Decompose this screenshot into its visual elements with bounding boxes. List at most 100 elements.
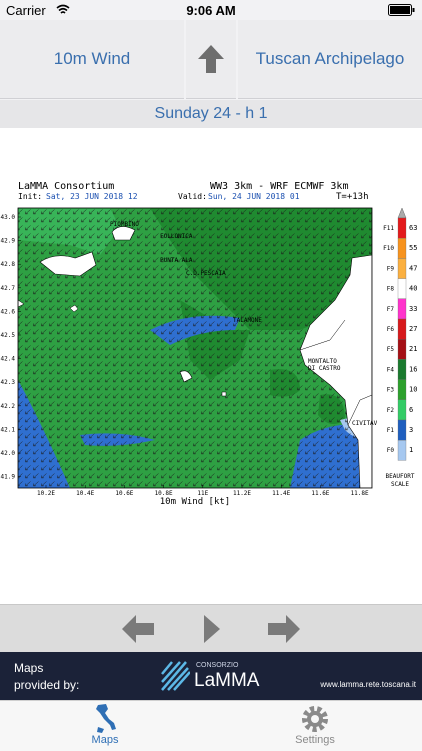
knot-label: 1 bbox=[409, 446, 413, 454]
knot-label: 27 bbox=[409, 325, 417, 333]
lat-label: 41.9 bbox=[1, 474, 16, 481]
settings-label: Settings bbox=[295, 734, 335, 746]
lat-label: 42.7 bbox=[1, 285, 16, 292]
up-arrow bbox=[198, 45, 224, 73]
place-label: C.D.PESCAIA bbox=[186, 270, 226, 277]
knot-label: 6 bbox=[409, 406, 413, 414]
lat-label: 42.3 bbox=[1, 379, 16, 386]
lon-label: 11.6E bbox=[311, 490, 329, 497]
scale-segment bbox=[397, 339, 407, 360]
place-label: PIOMBINO bbox=[110, 221, 139, 228]
scale-segment bbox=[397, 399, 407, 421]
lamma-logo bbox=[161, 661, 190, 691]
scale-segment bbox=[397, 379, 407, 400]
consortium: CONSORZIO bbox=[196, 662, 239, 669]
lon-label: 10.2E bbox=[37, 490, 55, 497]
beaufort-label: F0 bbox=[387, 447, 395, 454]
lon-label: 10.4E bbox=[76, 490, 94, 497]
place-label: PUNTA ALA bbox=[160, 257, 193, 264]
battery-icon bbox=[388, 4, 415, 16]
lon-label: 11.4E bbox=[272, 490, 290, 497]
knot-label: 33 bbox=[409, 305, 417, 313]
status-bar: Carrier 9:06 AM bbox=[0, 0, 422, 20]
variable-button[interactable]: 10m Wind bbox=[0, 20, 184, 99]
scale-segment bbox=[397, 318, 407, 340]
map-org: LaMMA Consortium bbox=[18, 181, 114, 192]
play-button[interactable] bbox=[200, 613, 224, 645]
settings-tab[interactable]: Settings bbox=[280, 703, 350, 746]
time-offset: T=+13h bbox=[336, 192, 369, 202]
lat-label: 42.2 bbox=[1, 403, 16, 410]
axis-title: 10m Wind [kt] bbox=[160, 497, 230, 507]
lat-label: 42.8 bbox=[1, 261, 16, 268]
scale-segment bbox=[397, 217, 407, 239]
scale-title: SCALE bbox=[391, 481, 409, 488]
place-label: MONTALTO bbox=[308, 358, 337, 365]
scale-segment bbox=[397, 440, 407, 461]
beaufort-label: F2 bbox=[387, 407, 395, 414]
wifi-icon bbox=[56, 4, 70, 14]
knot-label: 21 bbox=[409, 345, 417, 353]
plot-frame bbox=[17, 207, 373, 489]
place-label: FOLLONICA bbox=[160, 233, 193, 240]
init-label: Init: bbox=[18, 192, 42, 201]
footer-url[interactable]: www.lamma.rete.toscana.it bbox=[320, 680, 416, 689]
lamma-name: LaMMA bbox=[194, 670, 260, 691]
valid-label: Valid: bbox=[178, 192, 207, 201]
lon-label: 11.8E bbox=[351, 490, 369, 497]
scale-segment bbox=[397, 419, 407, 441]
prev-button[interactable] bbox=[120, 613, 156, 645]
scale-segment bbox=[397, 278, 407, 299]
area-button[interactable]: Tuscan Archipelago bbox=[238, 20, 422, 99]
maps-tab[interactable]: Maps bbox=[70, 703, 140, 746]
beaufort-label: F10 bbox=[383, 245, 394, 252]
carrier: Carrier bbox=[6, 3, 46, 18]
lat-label: 43.0 bbox=[1, 214, 16, 221]
tab-bar: Maps Settings bbox=[0, 700, 422, 751]
scale-title: BEAUFORT bbox=[386, 473, 415, 480]
place-label: DI CASTRO bbox=[308, 365, 341, 372]
lon-label: 10.8E bbox=[155, 490, 173, 497]
lon-label: 11E bbox=[197, 490, 208, 497]
date-bar: Sunday 24 - h 1 bbox=[0, 100, 422, 128]
beaufort-label: F5 bbox=[387, 346, 395, 353]
map-plot bbox=[18, 208, 372, 488]
knot-label: 40 bbox=[409, 285, 417, 293]
knot-label: 3 bbox=[409, 426, 413, 434]
beaufort-label: F7 bbox=[387, 306, 395, 313]
knot-label: 47 bbox=[409, 264, 417, 272]
place-label: TALAMONE bbox=[233, 317, 262, 324]
wind-map: LaMMA Consortium Init: Sat, 23 JUN 2018 … bbox=[1, 181, 418, 507]
beaufort-label: F11 bbox=[383, 225, 394, 232]
lon-label: 11.2E bbox=[233, 490, 251, 497]
lat-label: 42.4 bbox=[1, 356, 16, 363]
lat-label: 42.1 bbox=[1, 426, 16, 433]
scale-segment bbox=[397, 238, 407, 259]
footer: Maps provided by: CONSORZIO LaMMA www.la… bbox=[0, 652, 422, 700]
knot-label: 10 bbox=[409, 386, 417, 394]
header: 10m Wind Tuscan Archipelago bbox=[0, 20, 422, 100]
beaufort-label: F8 bbox=[387, 286, 395, 293]
knot-label: 63 bbox=[409, 224, 417, 232]
footer-line2: provided by: bbox=[14, 678, 80, 692]
gear-icon bbox=[302, 706, 328, 732]
beaufort-label: F4 bbox=[387, 366, 395, 373]
next-button[interactable] bbox=[266, 613, 302, 645]
beaufort-label: F3 bbox=[387, 387, 395, 394]
map-model: WW3 3km - WRF ECMWF 3km bbox=[210, 181, 348, 192]
lat-label: 42.5 bbox=[1, 332, 16, 339]
beaufort-label: F6 bbox=[387, 326, 395, 333]
lat-label: 42.0 bbox=[1, 450, 16, 457]
knot-label: 55 bbox=[409, 244, 417, 252]
italy-icon bbox=[96, 704, 116, 733]
scale-segment bbox=[397, 298, 407, 320]
time-nav bbox=[0, 604, 422, 653]
init-value: Sat, 23 JUN 2018 12 bbox=[46, 192, 138, 201]
date-label: Sunday 24 - h 1 bbox=[154, 105, 268, 122]
maps-label: Maps bbox=[91, 734, 119, 746]
lon-label: 10.6E bbox=[115, 490, 133, 497]
knot-label: 16 bbox=[409, 365, 417, 373]
up-button[interactable] bbox=[186, 20, 236, 99]
lat-label: 42.9 bbox=[1, 238, 16, 245]
